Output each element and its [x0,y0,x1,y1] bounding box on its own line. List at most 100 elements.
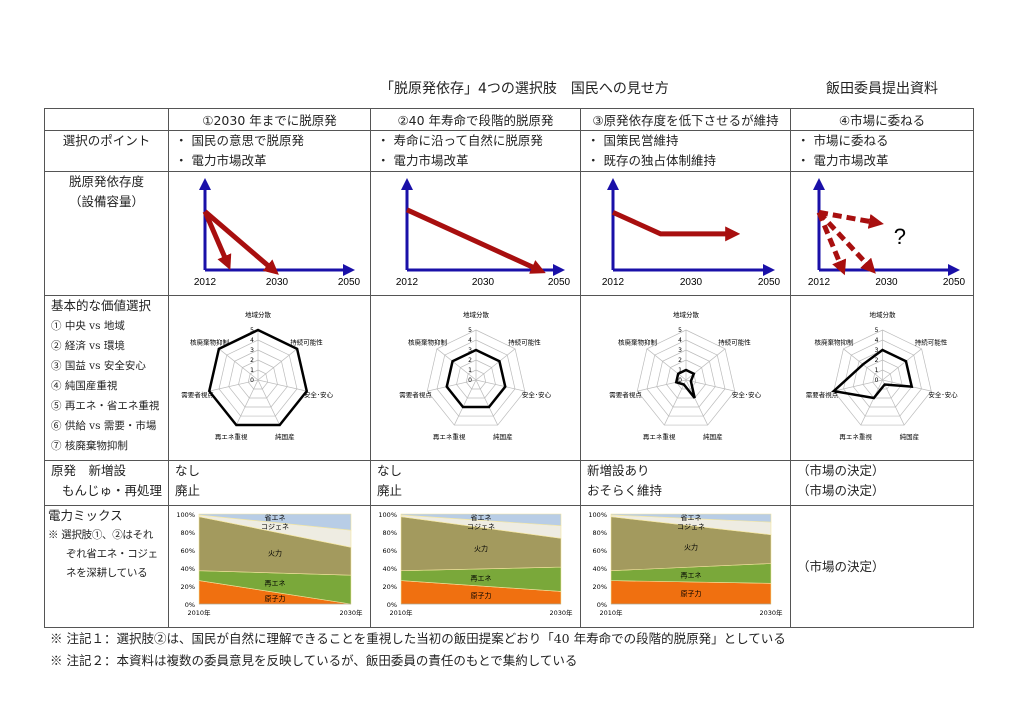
mix-note: ぞれ省エネ・コジェ [66,547,158,560]
radar-grid [247,369,269,390]
x-tick-label: 2030 [472,277,495,288]
dependency-arrow [818,209,884,229]
dependency-label: 脱原発依存度 [68,174,144,189]
y-tick-label: 100% [176,511,195,519]
column-header-1: ①2030 年までに脱原発 [168,108,371,131]
y-tick-label: 100% [378,511,397,519]
radar-axis-label: 持続可能性 [290,337,323,346]
radar-grid [238,359,278,399]
radar-grid [833,329,932,426]
radar-chart-1: 地域分散 持続可能性 安全･安心 純国産 再エネ重視 需要者視点 核廃棄物抑制 0 1 2 3 4 5 [168,295,371,461]
radar-series [674,368,696,399]
points-cell-2: ・ 寿命に沿って自然に脱原発・ 電力市場改革 [370,130,581,172]
series-label: コジェネ [261,523,289,531]
y-tick-label: 80% [383,529,397,537]
value-item: ④ 純国産重視 [51,380,118,392]
radar-chart-3: 地域分散 持続可能性 安全･安心 純国産 再エネ重視 需要者視点 核廃棄物抑制 0 1 2 3 4 5 [580,295,791,461]
points-cell-1: ・ 国民の意思で脱原発・ 電力市場改革 [168,130,371,172]
nuclear-value: （市場の決定） [797,463,885,478]
radar-tick-label: 5 [250,327,254,334]
radar-tick-label: 1 [468,367,472,374]
y-tick-label: 40% [181,565,195,573]
nuclear-cell-3: 新増設ありおそらく維持 [580,460,791,506]
note-2: ※ 注記２：本資料は複数の委員意見を反映しているが、飯田委員の責任のもとで集約し… [50,653,578,668]
area-series [198,513,352,531]
radar-tick-label: 0 [875,377,879,384]
points-cell-3: ・ 国策民営維持・ 既存の独占体制維持 [580,130,791,172]
series-label: 原子力 [471,591,492,600]
radar-spoke [235,379,259,426]
dependency-arrow [405,207,546,274]
radar-spoke [860,379,883,426]
series-label: 省エネ [471,513,492,522]
radar-axis-label: 純国産 [703,432,723,441]
x-tick-label: 2030年 [339,608,363,617]
radar-tick-label: 1 [678,367,682,374]
point-item: ・ 電力市場改革 [377,152,469,168]
radar-tick-label: 4 [468,337,472,344]
radar-axis-label: 再エネ重視 [839,432,872,441]
dependency-chart-4: 2012 2030 2050? [790,171,974,296]
monju-value: 廃止 [175,482,201,498]
value-item: ⑦ 核廃棄物抑制 [51,440,128,452]
radar-tick-label: 3 [250,347,254,354]
y-tick-label: 20% [181,583,195,591]
y-tick-label: 80% [181,529,195,537]
radar-spoke [257,379,307,392]
y-tick-label: 60% [383,547,397,555]
mix-note: ※ 選択肢①、②はそれ [48,528,154,541]
value-item: ③ 国益 vs 安全安心 [51,360,146,372]
radar-axis-label: 再エネ重視 [433,432,466,441]
column-header-4: ④市場に委ねる [790,108,974,131]
radar-spoke [882,379,905,426]
radar-axis-label: 地域分散 [673,310,700,319]
radar-grid [862,359,903,399]
radar-axis-label: 核廃棄物抑制 [190,337,230,346]
row-label-nuclear: 原発 新増設 もんじゅ・再処理 [44,460,169,506]
radar-series [445,348,507,409]
mix-note: ネを深耕している [66,566,148,579]
radar-axis-label: 需要者視点 [181,390,214,399]
series-label: 省エネ [681,513,702,522]
dependency-sublabel: （設備容量） [68,193,144,209]
area-series [400,513,562,527]
point-item: ・ 国策民営維持 [587,133,679,148]
y-tick-label: 0% [387,601,397,609]
radar-axis-label: 安全･安心 [522,390,552,399]
series-label: 火力 [474,544,488,553]
x-tick-label: 2050 [338,277,361,288]
radar-chart-4: 地域分散 持続可能性 安全･安心 純国産 再エネ重視 需要者視点 核廃棄物抑制 0 1 2 3 4 5 [790,295,974,461]
monju-value: 廃止 [377,482,403,498]
mix-cell-4: （市場の決定） [790,505,974,628]
x-tick-label: 2012 [808,277,831,288]
series-label: コジェネ [677,523,705,531]
radar-spoke [436,348,477,381]
point-item: ・ 寿命に沿って自然に脱原発 [377,133,543,148]
dependency-arrow [202,210,232,271]
nuclear-value: 新増設あり [587,463,650,478]
radar-axis-label: 需要者視点 [609,390,642,399]
radar-spoke [882,348,922,381]
radar-tick-label: 4 [678,337,682,344]
radar-grid [218,339,298,417]
point-item: ・ 市場に委ねる [797,133,889,148]
radar-axis-label: 需要者視点 [399,390,432,399]
y-tick-label: 60% [593,547,607,555]
x-tick-label: 2030 [680,277,703,288]
x-tick-label: 2010年 [187,608,211,617]
radar-spoke [257,348,298,381]
radar-spoke [475,379,525,392]
radar-spoke [209,379,259,392]
dependency-chart-3: 2012 2030 2050 [580,171,791,296]
mix-chart-1: 0% 20% 40% 60% 80% 100% 原子力 再エネ 火力 コジェネ 省エネ 2010年 20… [168,505,371,628]
nuclear-value: なし [175,463,201,478]
monju-value: おそらく維持 [587,482,663,498]
radar-axis-label: 純国産 [900,432,920,441]
radar-tick-label: 0 [250,377,254,384]
radar-axis-label: 持続可能性 [915,337,948,346]
series-label: 原子力 [265,594,286,603]
radar-grid [843,339,922,417]
radar-axis-label: 地域分散 [463,310,490,319]
series-label: 原子力 [681,589,702,598]
series-label: 省エネ [265,513,286,522]
